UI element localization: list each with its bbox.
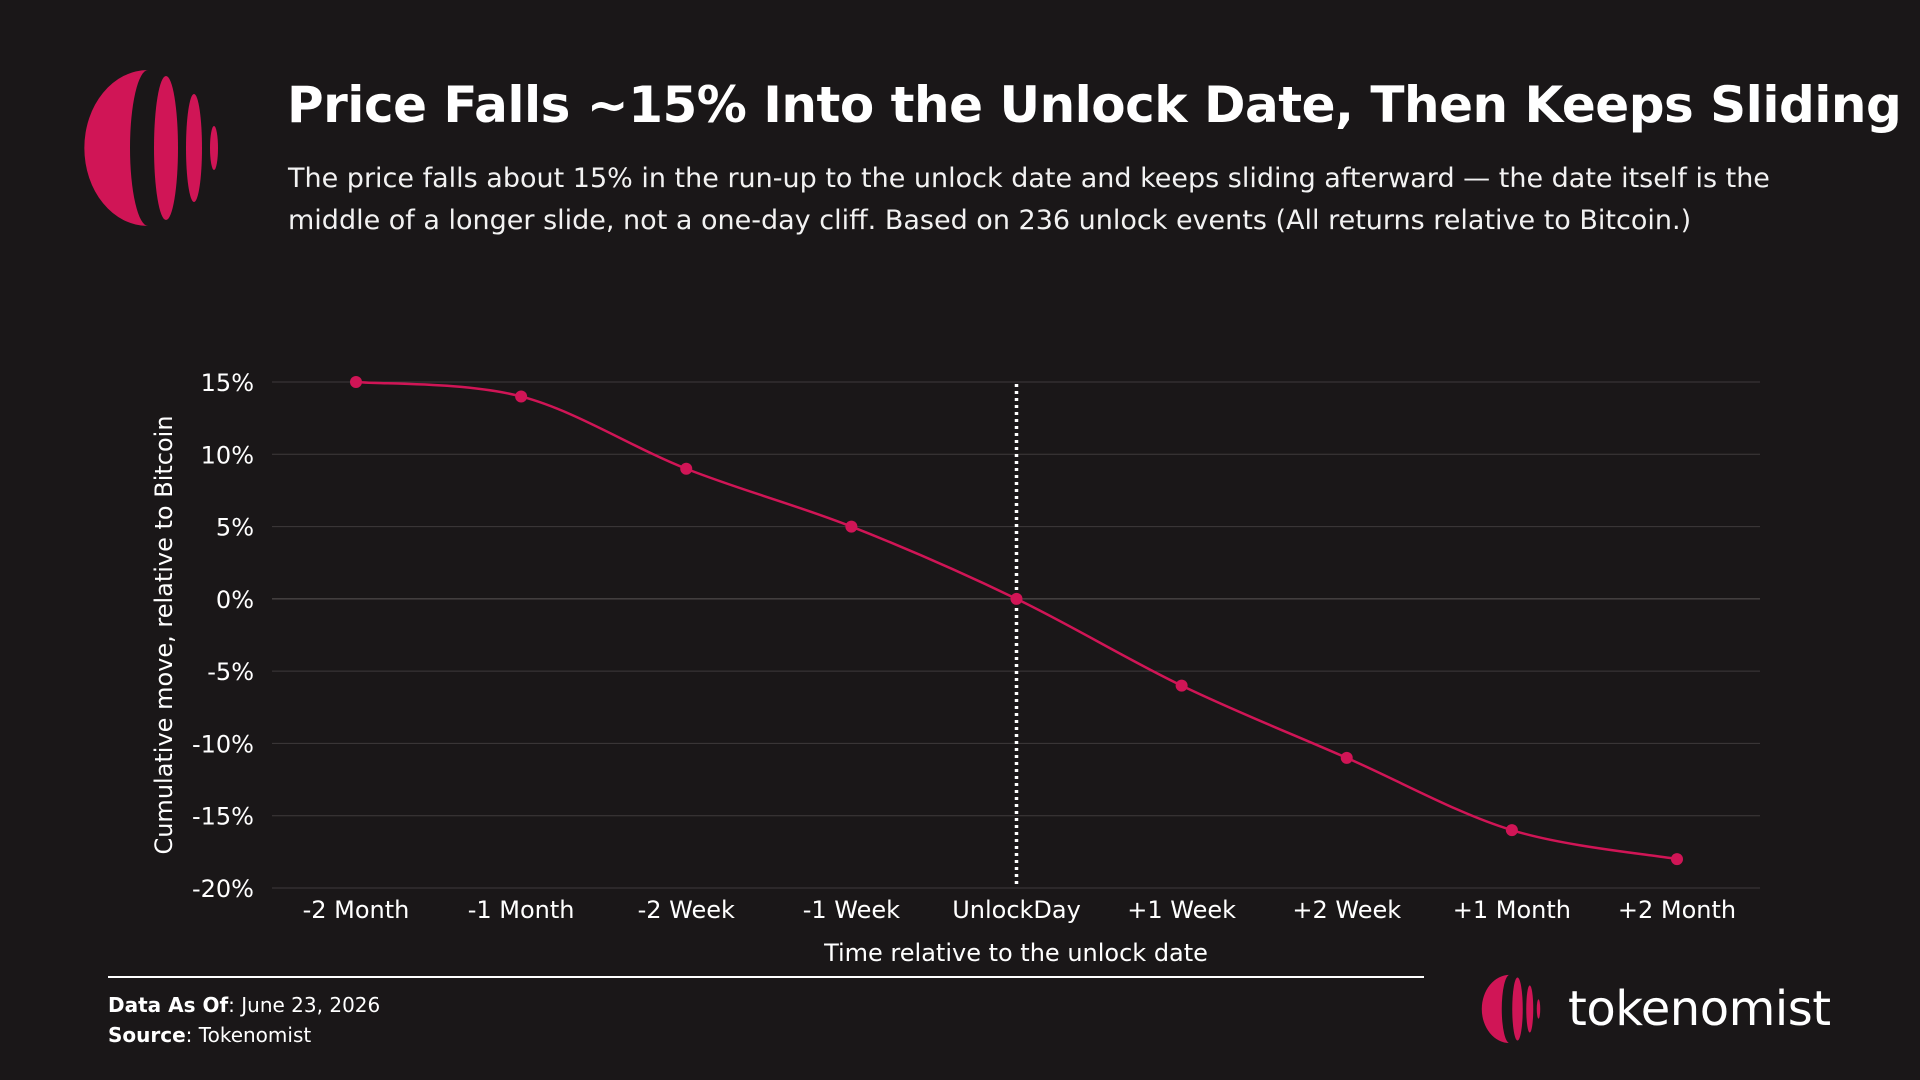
series-line — [355, 380, 1678, 861]
tokenomist-logo-icon — [84, 69, 218, 226]
data-point — [1175, 679, 1188, 692]
x-tick-label: +2 Month — [1618, 896, 1736, 924]
brand-logo: tokenomist — [1472, 974, 1852, 1048]
x-tick-label: +1 Week — [1127, 896, 1236, 924]
y-tick-label: -5% — [207, 658, 254, 686]
footer-divider — [108, 976, 1424, 978]
tokenomist-brand-icon — [1481, 974, 1541, 1044]
y-tick-label: -15% — [192, 803, 254, 831]
data-point — [845, 520, 858, 533]
data-point — [1505, 824, 1518, 837]
brand-name: tokenomist — [1568, 981, 1831, 1037]
data-as-of-label: Data As Of — [108, 993, 229, 1017]
x-tick-label: -2 Month — [303, 896, 410, 924]
source-label: Source — [108, 1023, 186, 1047]
x-axis-title: Time relative to the unlock date — [823, 939, 1208, 967]
data-point — [350, 376, 362, 388]
source-value: : Tokenomist — [185, 1023, 312, 1047]
y-tick-label: -20% — [192, 875, 254, 903]
x-tick-label: +2 Week — [1292, 896, 1401, 924]
y-tick-label: 5% — [216, 514, 254, 542]
page-subtitle: The price falls about 15% in the run-up … — [288, 163, 1770, 236]
data-as-of-value: : June 23, 2026 — [228, 993, 381, 1017]
data-as-of: Data As Of: June 23, 2026 — [108, 990, 380, 1020]
footer: Data As Of: June 23, 2026 Source: Tokeno… — [108, 990, 380, 1050]
y-tick-label: 0% — [216, 586, 254, 614]
data-point — [1340, 751, 1353, 764]
source: Source: Tokenomist — [108, 1020, 380, 1050]
x-tick-label: UnlockDay — [952, 896, 1081, 924]
data-point — [1671, 853, 1683, 866]
x-tick-label: +1 Month — [1453, 896, 1571, 924]
x-tick-label: -1 Week — [803, 896, 900, 924]
y-tick-label: 10% — [201, 441, 254, 469]
x-tick-label: -2 Week — [638, 896, 735, 924]
page-title: Price Falls ~15% Into the Unlock Date, T… — [287, 76, 1902, 134]
data-point — [680, 462, 693, 475]
y-tick-label: 15% — [201, 369, 254, 397]
data-point — [1010, 592, 1023, 605]
x-tick-label: -1 Month — [468, 896, 575, 924]
y-tick-label: -10% — [192, 730, 254, 758]
data-point — [515, 390, 528, 403]
y-axis-title: Cumulative move, relative to Bitcoin — [150, 415, 178, 854]
